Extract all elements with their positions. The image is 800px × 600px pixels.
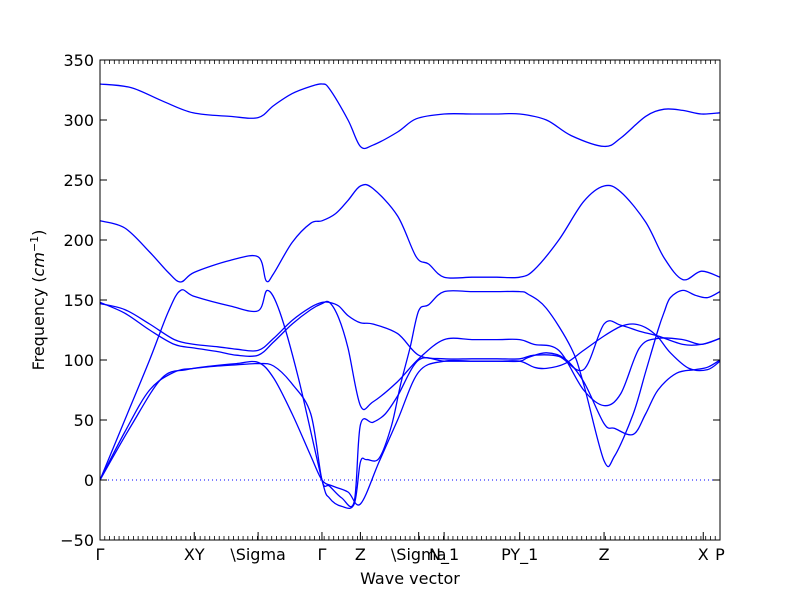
band-series-layer [99,83,721,509]
y-tick-labels: −50 0 50 100 150 200 250 300 350 [60,51,94,550]
x-tick-label: Z [599,545,610,564]
y-tick-label: 300 [63,111,94,130]
x-tick-label: XY [184,545,205,564]
y-tick-label: 200 [63,231,94,250]
x-tick-label: \Sigma [391,545,447,564]
x-tick-label: Γ [317,545,326,564]
y-tick-label: −50 [60,531,94,550]
x-tick-label: PY_1 [501,545,538,565]
y-axis-label-text: Frequency ( [29,276,48,370]
y-axis-label: Frequency (cm−1) [28,230,48,371]
x-tick-label: X [698,545,709,564]
band-line-2 [99,183,721,283]
x-tick-label: P [715,545,725,564]
band-line-6 [99,300,721,411]
band-line-7 [99,352,721,508]
x-tick-label: Z [355,545,366,564]
y-tick-label: 250 [63,171,94,190]
x-tick-label: Γ [96,545,105,564]
band-line-5 [99,301,721,372]
y-axis-label-unit: cm [29,252,48,276]
y-tick-label: 350 [63,51,94,70]
y-axis-label-close: ) [29,230,48,236]
axes-frame [99,59,721,541]
plot-area [99,59,721,541]
x-tick-label: N_1 [429,545,459,565]
y-tick-label: 0 [84,471,94,490]
band-line-1 [99,83,721,150]
y-axis-label-exponent: −1 [28,236,41,252]
y-tick-label: 150 [63,291,94,310]
x-axis-label: Wave vector [360,569,460,588]
band-line-4 [99,323,721,506]
x-tick-label: \Sigma [230,545,286,564]
y-tick-label: 100 [63,351,94,370]
band-line-3 [99,289,721,509]
y-tick-label: 50 [74,411,94,430]
